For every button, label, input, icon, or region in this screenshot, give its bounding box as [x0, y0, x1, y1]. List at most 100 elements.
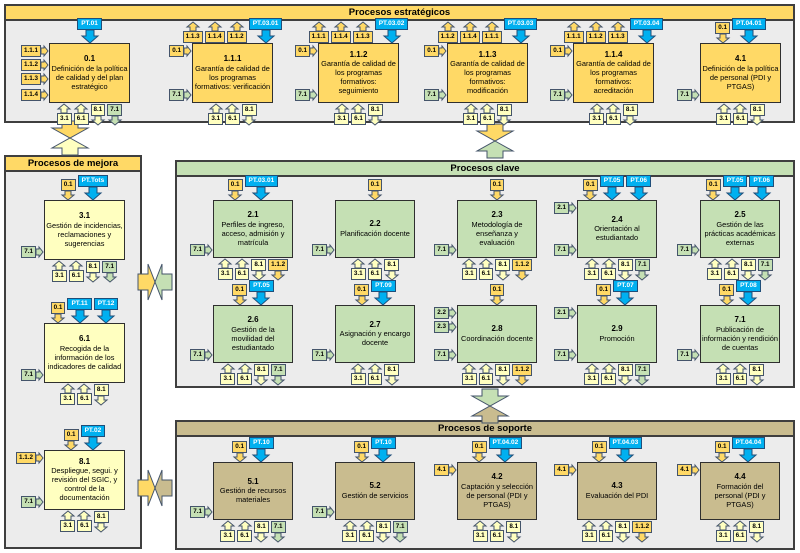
- process-number: 4.4: [734, 472, 746, 482]
- pt-tag-PT-05[interactable]: PT.05: [249, 279, 274, 306]
- bottom-tags-1-1-4: 3.1 6.1 8.1: [557, 103, 670, 128]
- arrow-down-icon: [354, 452, 370, 463]
- process-box-2-5[interactable]: 2.5 Gestión de las prácticas académicas e…: [700, 200, 780, 258]
- process-box-2-3[interactable]: 2.3 Metodología de enseñanza y evaluación: [457, 200, 537, 258]
- pt-tag-PT-Tots[interactable]: PT.Tots: [77, 174, 109, 201]
- arrow-down-icon: [495, 375, 511, 386]
- pt-tag-PT-04-03[interactable]: PT.04.03: [608, 436, 643, 463]
- pt-tag-PT-03-01[interactable]: PT.03.01: [244, 174, 279, 201]
- pt-tag-PT-03-03[interactable]: PT.03.03: [503, 17, 538, 44]
- arrow-up-icon: [598, 520, 614, 531]
- arrow-up-icon: [185, 21, 201, 32]
- ref-tag-7-1: 7.1: [9, 245, 44, 259]
- arrow-down-icon: [752, 186, 772, 201]
- bottom-tags-3-1: 3.1 6.1 8.1 7.1: [28, 260, 141, 285]
- process-box-1-1-3[interactable]: 1.1.3 Garantía de calidad de los programa…: [447, 43, 528, 103]
- arrow-right-icon: [40, 44, 49, 58]
- bottom-tags-2-2: 3.1 6.1 8.1: [319, 258, 431, 283]
- top-tags-8-1: 0.1 PT.02: [28, 424, 141, 451]
- tag-label: 1.1.2: [20, 59, 41, 72]
- pt-tag-PT-06[interactable]: PT.06: [626, 174, 651, 201]
- process-box-7-1[interactable]: 7.1 Publicación de información y rendició…: [700, 305, 780, 363]
- ref-tag-7-1: 7.1: [178, 505, 213, 519]
- process-box-6-1[interactable]: 6.1 Recogida de la información de los ind…: [44, 323, 125, 383]
- tag-label: PT.03.03: [503, 17, 538, 30]
- top-tags-1-1-1: 1.1.3 1.1.4 1.1.2 PT.03.01: [176, 17, 289, 44]
- pt-tag-PT-05[interactable]: PT.05: [722, 174, 748, 201]
- arrow-right-icon: [448, 463, 457, 477]
- process-box-0-1[interactable]: 0.1 Definición de la política de calidad …: [49, 43, 130, 103]
- process-box-2-8[interactable]: 2.8 Coordinación docente: [457, 305, 537, 363]
- tag-label: 3.1: [584, 373, 600, 386]
- ref-tag-1-1-4: 1.1.4: [204, 21, 225, 43]
- pt-tag-PT-04-02[interactable]: PT.04.02: [488, 436, 523, 463]
- process-box-1-1-2[interactable]: 1.1.2 Garantía de calidad de los programa…: [318, 43, 399, 103]
- process-box-4-2[interactable]: 4.2 Captación y selección de personal (PD…: [457, 462, 537, 520]
- pt-tag-PT-03-02[interactable]: PT.03.02: [374, 17, 409, 44]
- process-box-5-2[interactable]: 5.2 Gestión de servicios: [335, 462, 415, 520]
- process-box-8-1[interactable]: 8.1 Despliegue, segui. y revisión del SGI…: [44, 450, 125, 510]
- ref-tag-0-1: 0.1: [471, 440, 487, 463]
- process-box-1-1-4[interactable]: 1.1.4 Garantía de calidad de los programa…: [573, 43, 654, 103]
- tag-label: 0.1: [719, 283, 735, 296]
- pt-tag-PT-01[interactable]: PT.01: [77, 17, 102, 44]
- arrow-up-icon: [715, 363, 731, 374]
- process-number: 2.7: [369, 319, 381, 329]
- arrow-down-icon: [495, 270, 511, 281]
- process-box-4-4[interactable]: 4.4 Formación del personal (PDI y PTGAS): [700, 462, 780, 520]
- bottom-tags-2-1: 3.1 6.1 8.1 1.1.2: [197, 258, 309, 283]
- ref-tag-6-1: 6.1: [606, 103, 621, 126]
- arrow-down-icon: [757, 270, 773, 281]
- tag-label: 7.1: [634, 259, 650, 272]
- ref-tag-0-1: 0.1: [232, 283, 248, 306]
- pt-tag-PT-11[interactable]: PT.11: [67, 297, 92, 324]
- top-tags-0-1: PT.01: [33, 17, 146, 44]
- process-box-1-1-1[interactable]: 1.1.1 Garantía de calidad de los programa…: [192, 43, 273, 103]
- pt-tag-PT-05[interactable]: PT.05: [599, 174, 625, 201]
- ref-tag-8-1: 8.1: [251, 259, 267, 281]
- process-box-2-7[interactable]: 2.7 Asignación y encargo docente: [335, 305, 415, 363]
- pt-tag-PT-06[interactable]: PT.06: [749, 174, 774, 201]
- ref-tag-1-1-3: 1.1.3: [182, 21, 203, 43]
- ref-tag-2-1: 2.1: [542, 201, 577, 215]
- process-box-2-2[interactable]: 2.2 Planificación docente: [335, 200, 415, 258]
- process-box-4-1[interactable]: 4.1 Definición de la política de personal…: [700, 43, 781, 103]
- panel-header-mejora: Procesos de mejora: [6, 157, 140, 172]
- process-box-2-9[interactable]: 2.9 Promoción: [577, 305, 657, 363]
- process-box-2-4[interactable]: 2.4 Orientación al estudiantado: [577, 200, 657, 258]
- pt-tag-PT-02[interactable]: PT.02: [80, 424, 106, 451]
- bottom-tags-2-8: 3.1 6.1 8.1 1.1.2: [441, 363, 553, 388]
- arrow-up-icon: [77, 383, 92, 394]
- tag-label: 0.1: [582, 178, 598, 191]
- pt-tag-PT-03-01[interactable]: PT.03.01: [248, 17, 283, 44]
- arrow-right-icon: [309, 88, 318, 102]
- process-box-2-6[interactable]: 2.6 Gestión de la movilidad del estudiant…: [213, 305, 293, 363]
- pt-tag-PT-09[interactable]: PT.09: [371, 279, 396, 306]
- top-tags-5-2: 0.1 PT.10: [319, 436, 431, 463]
- process-box-3-1[interactable]: 3.1 Gestión de incidencias, reclamaciones…: [44, 200, 125, 260]
- process-box-2-1[interactable]: 2.1 Perfiles de ingreso, acceso, admisión…: [213, 200, 293, 258]
- pt-tag-PT-07[interactable]: PT.07: [613, 279, 638, 306]
- ref-tag-0-1: 0.1: [719, 283, 735, 306]
- pt-tag-PT-10[interactable]: PT.10: [371, 436, 396, 463]
- process-title: Planificación docente: [340, 228, 410, 238]
- arrow-down-icon: [374, 291, 393, 306]
- pt-tag-PT-10[interactable]: PT.10: [249, 436, 274, 463]
- arrow-up-icon: [472, 520, 488, 531]
- pt-tag-PT-12[interactable]: PT.12: [93, 297, 119, 324]
- tag-label: 0.1: [60, 178, 76, 191]
- ref-tag-3-1: 3.1: [581, 520, 597, 543]
- pt-tag-PT-03-04[interactable]: PT.03.04: [629, 17, 664, 44]
- process-box-4-3[interactable]: 4.3 Evaluación del PDI: [577, 462, 657, 520]
- tag-label: 3.1: [334, 113, 350, 126]
- panel-header-clave: Procesos clave: [177, 162, 793, 177]
- arrow-up-icon: [489, 520, 505, 531]
- arrow-down-icon: [739, 291, 758, 306]
- pt-tag-PT-04-04[interactable]: PT.04.04: [731, 436, 766, 463]
- arrow-down-icon: [496, 115, 512, 126]
- pt-tag-PT-04-01[interactable]: PT.04.01: [732, 17, 766, 44]
- tag-label: 8.1: [376, 521, 391, 534]
- process-number: 2.6: [247, 315, 259, 325]
- process-box-5-1[interactable]: 5.1 Gestión de recursos materiales: [213, 462, 293, 520]
- pt-tag-PT-08[interactable]: PT.08: [736, 279, 761, 306]
